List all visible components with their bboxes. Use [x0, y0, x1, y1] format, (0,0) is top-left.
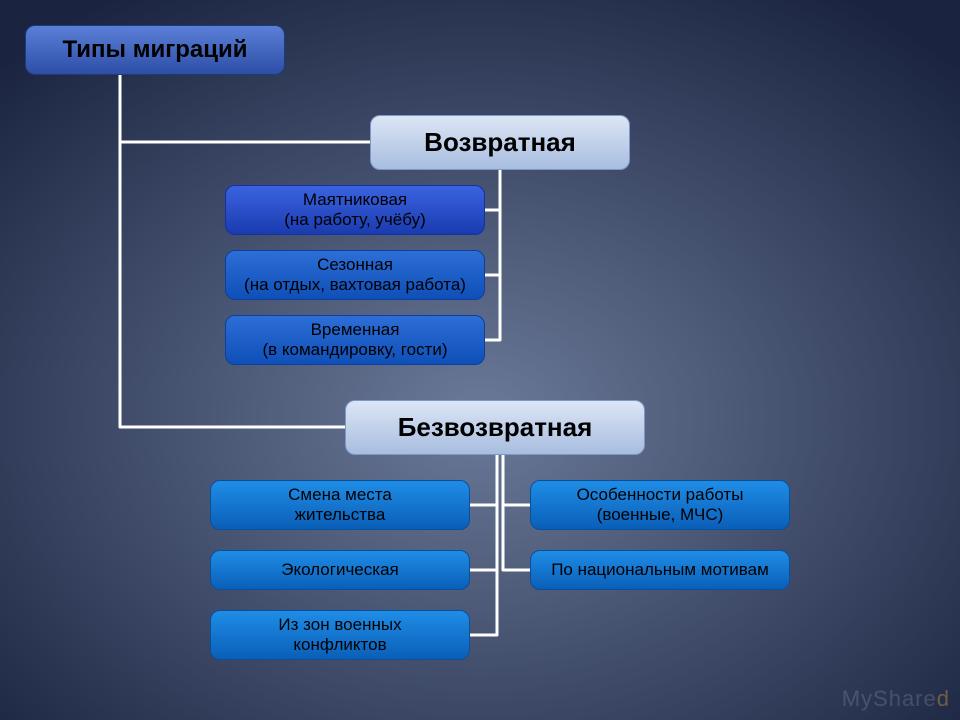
node-label: Экологическая: [281, 560, 398, 580]
node-c2l2: Экологическая: [210, 550, 470, 590]
node-c1c: Временная (в командировку, гости): [225, 315, 485, 365]
node-label: Особенности работы (военные, МЧС): [577, 485, 744, 526]
watermark-accent: d: [937, 686, 950, 711]
node-c2l3: Из зон военных конфликтов: [210, 610, 470, 660]
node-label: Типы миграций: [63, 36, 248, 65]
node-c2r2: По национальным мотивам: [530, 550, 790, 590]
node-label: Временная (в командировку, гости): [263, 320, 448, 361]
edge-cat2-c2l3: [470, 455, 497, 635]
node-label: Смена места жительства: [288, 485, 392, 526]
node-label: Безвозвратная: [398, 412, 593, 443]
node-c1b: Сезонная (на отдых, вахтовая работа): [225, 250, 485, 300]
node-label: Сезонная (на отдых, вахтовая работа): [244, 255, 466, 296]
node-c2r1: Особенности работы (военные, МЧС): [530, 480, 790, 530]
edge-root-cat1: [120, 75, 370, 142]
node-c2l1: Смена места жительства: [210, 480, 470, 530]
edge-cat2-c2r2: [503, 455, 530, 570]
edge-cat1-c1c: [485, 170, 500, 340]
node-label: Из зон военных конфликтов: [278, 615, 401, 656]
edge-cat1-c1b: [485, 170, 500, 275]
watermark: MyShared: [842, 686, 950, 712]
edge-cat2-c2l1: [470, 455, 497, 505]
node-label: Маятниковая (на работу, учёбу): [284, 190, 426, 231]
node-root: Типы миграций: [25, 25, 285, 75]
node-cat2: Безвозвратная: [345, 400, 645, 455]
edge-cat2-c2r1: [503, 455, 530, 505]
node-label: Возвратная: [424, 127, 576, 158]
node-label: По национальным мотивам: [551, 560, 769, 580]
edge-cat1-c1a: [485, 170, 500, 210]
edge-cat2-c2l2: [470, 455, 497, 570]
node-c1a: Маятниковая (на работу, учёбу): [225, 185, 485, 235]
node-cat1: Возвратная: [370, 115, 630, 170]
watermark-text: MyShare: [842, 686, 937, 711]
